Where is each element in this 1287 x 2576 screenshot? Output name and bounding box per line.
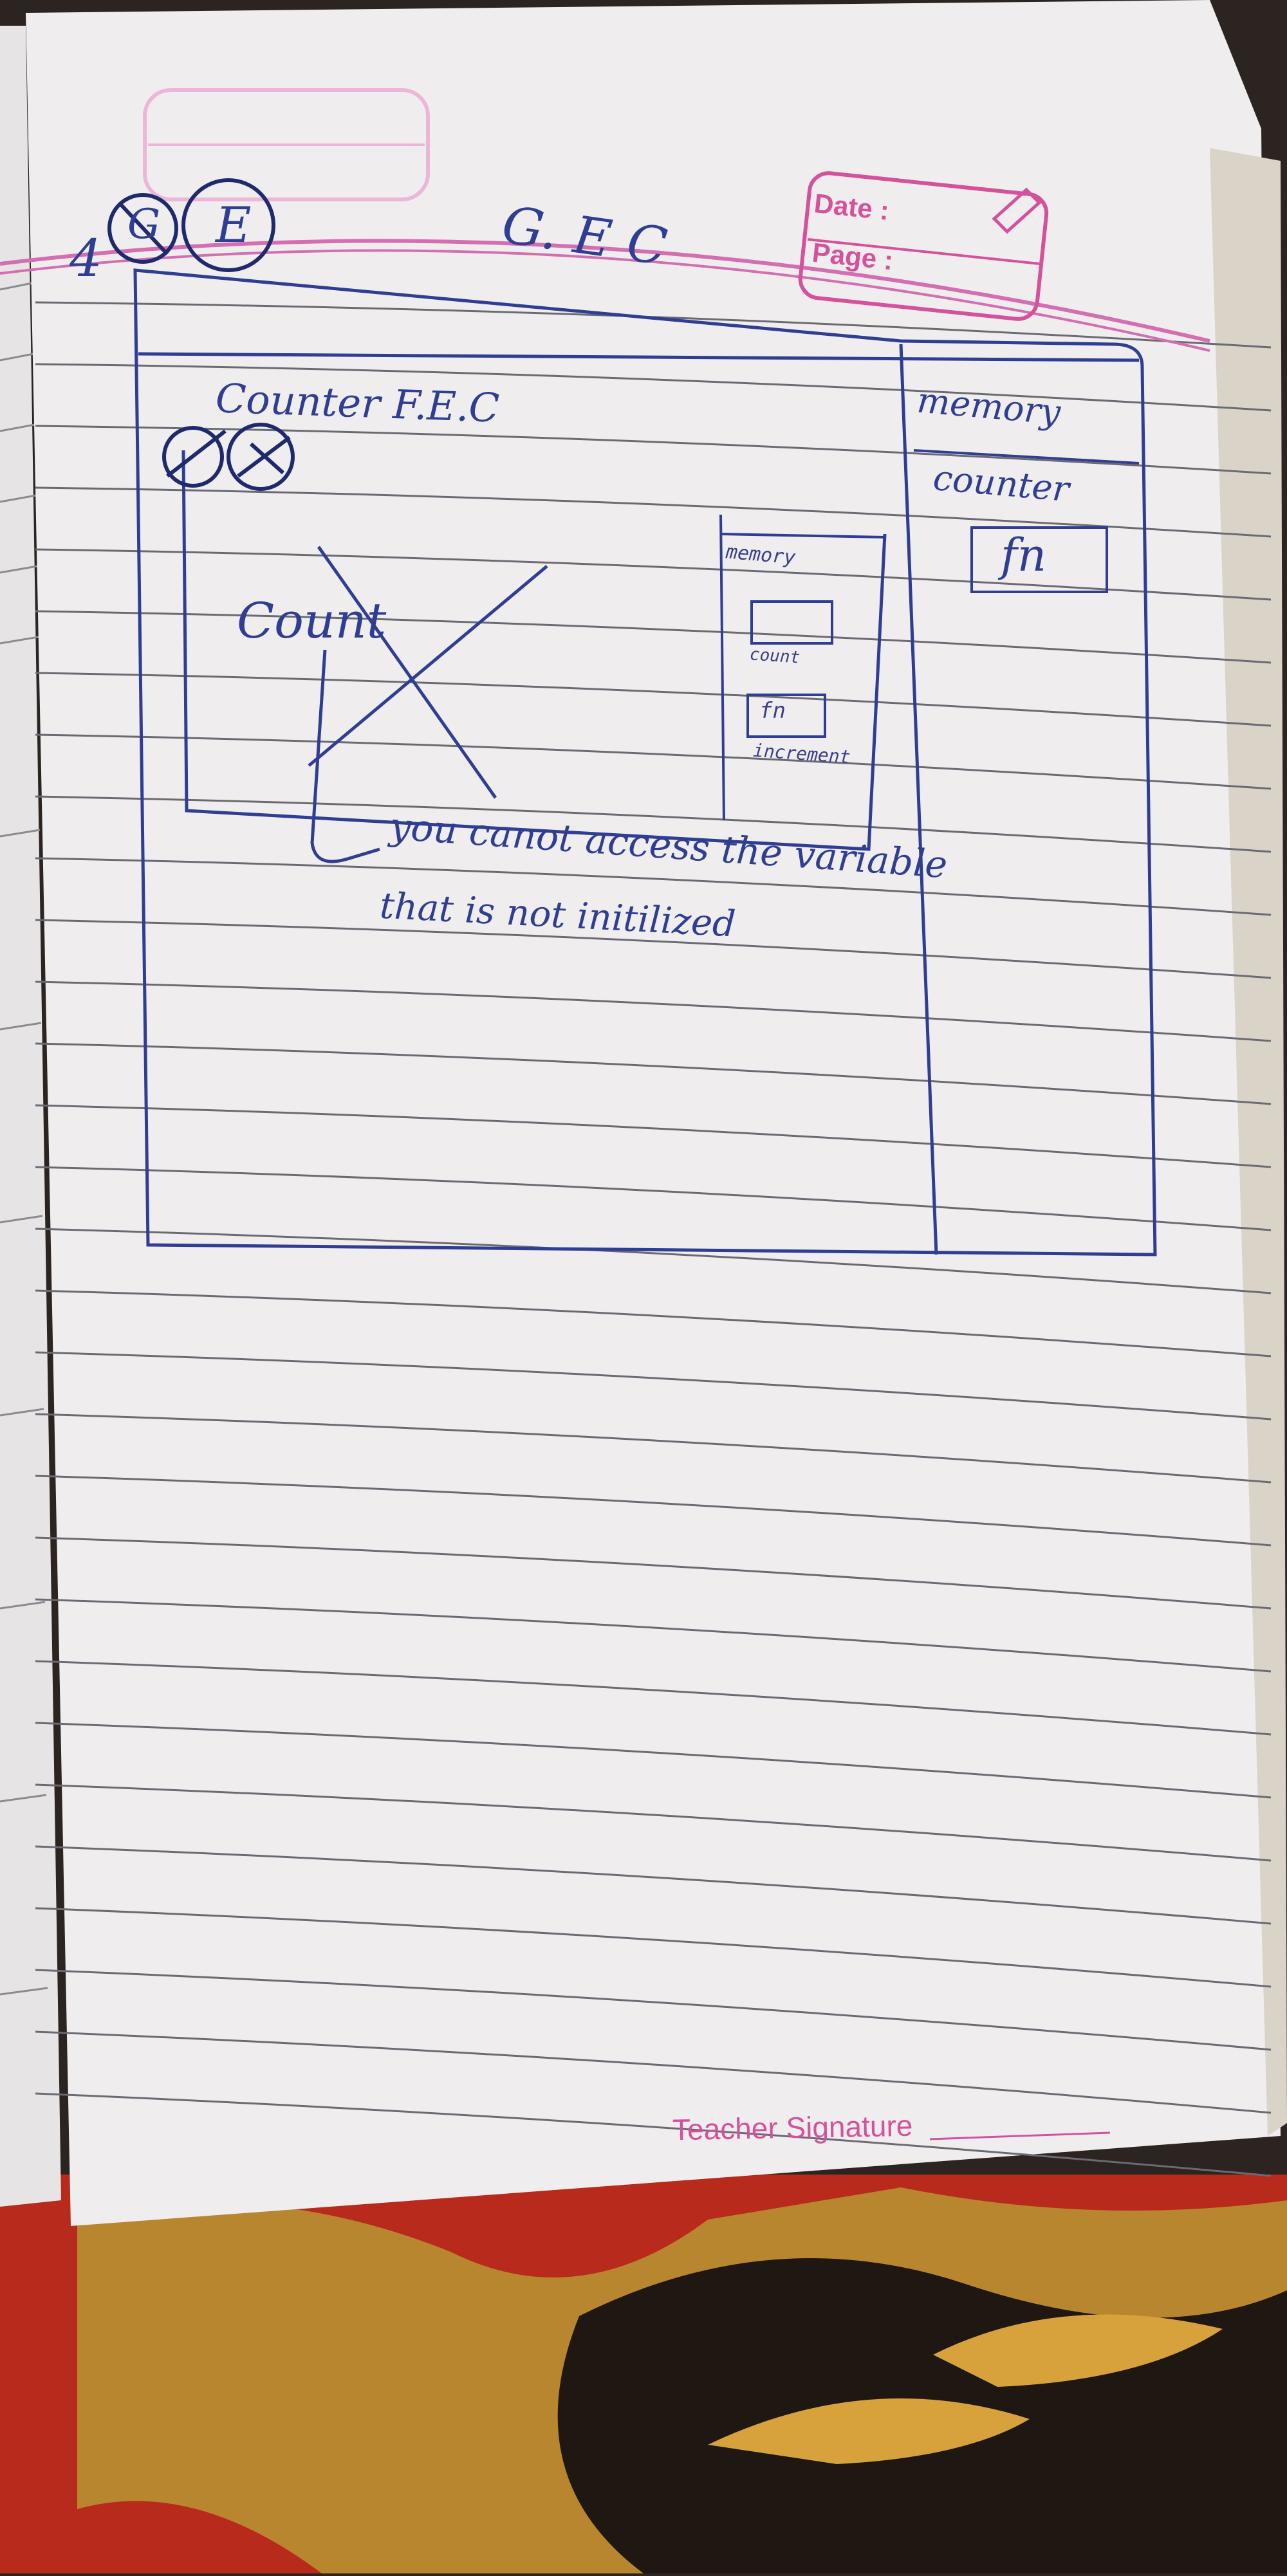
inner-fn-slot	[746, 694, 826, 738]
ruled-line	[35, 857, 1272, 916]
ruled-line	[35, 1166, 1272, 1231]
ruled-line	[35, 733, 1272, 790]
circled-mark-g-cross	[117, 201, 169, 256]
notebook-page	[26, 0, 1281, 2226]
ruled-line	[35, 425, 1272, 475]
ruled-line	[35, 548, 1272, 601]
inner-count-slot	[750, 600, 833, 645]
scribble-mark-2	[227, 423, 295, 491]
ruled-line	[35, 672, 1272, 727]
outer-memory-fn-slot	[970, 526, 1108, 593]
left-page-rules	[0, 282, 48, 1996]
ruled-line	[35, 1845, 1272, 1925]
ruled-line	[35, 1907, 1272, 1988]
pencil-icon	[992, 187, 1042, 234]
step-number: 4	[69, 228, 102, 288]
inner-top-right	[720, 533, 885, 538]
ruled-line	[35, 610, 1272, 664]
circled-mark-e	[181, 178, 275, 272]
ruled-line	[35, 1413, 1272, 1484]
circled-letter-g: G	[127, 201, 161, 248]
ruled-line	[35, 486, 1272, 538]
page-stack-edge	[1210, 148, 1287, 2136]
ruled-lines	[35, 301, 1272, 2177]
outer-frame	[133, 268, 1157, 1256]
fabric-gold-swirl	[708, 2398, 1030, 2464]
strike-x-1	[317, 546, 497, 799]
inner-fn-value: fn	[759, 698, 786, 724]
crossed-variable: Count	[237, 592, 387, 649]
ruled-line	[35, 1351, 1272, 1421]
ruled-line	[35, 1969, 1272, 2051]
outer-box-heading: Counter F.E.C	[214, 374, 501, 432]
date-page-box	[798, 171, 1049, 321]
strike-x-2	[308, 565, 548, 767]
ruled-line	[35, 1536, 1272, 1610]
outer-memory-value: fn	[1001, 529, 1046, 582]
ruled-line	[35, 2030, 1272, 2114]
outer-memory-divider	[899, 344, 938, 1255]
ruled-line	[35, 1598, 1272, 1673]
fabric-gold-swirl-2	[933, 2314, 1223, 2387]
ruled-line	[35, 1228, 1272, 1294]
inner-box	[181, 450, 887, 851]
circled-mark-g	[107, 193, 178, 264]
ruled-line	[35, 1104, 1272, 1168]
signature-line	[929, 2131, 1111, 2140]
ruled-line	[35, 363, 1272, 412]
ruled-line	[35, 1722, 1272, 1799]
margin-line-2	[0, 249, 1210, 352]
ruled-line	[35, 1783, 1272, 1862]
date-page-divider	[807, 238, 1040, 265]
scribble-strike	[166, 429, 291, 478]
outer-top-border	[138, 352, 1140, 362]
note-arrow	[310, 649, 380, 863]
ruled-line	[35, 795, 1272, 853]
ruled-line	[35, 1475, 1272, 1547]
ruled-line	[35, 1660, 1272, 1736]
inner-memory-divider	[719, 514, 725, 821]
teacher-signature-label: Teacher Signature	[672, 2108, 913, 2147]
ruled-line	[35, 2092, 1272, 2177]
margin-line	[0, 239, 1210, 343]
circled-letter-e: E	[216, 196, 252, 253]
ruled-line	[35, 980, 1272, 1042]
bleed-date-box	[143, 88, 430, 201]
inner-count-label: count	[749, 645, 801, 668]
ruled-line	[35, 1042, 1272, 1105]
outer-memory-underline	[913, 449, 1140, 465]
ruled-line	[35, 1289, 1272, 1357]
ruled-line	[35, 919, 1272, 979]
scribble-mark-1	[162, 426, 224, 488]
